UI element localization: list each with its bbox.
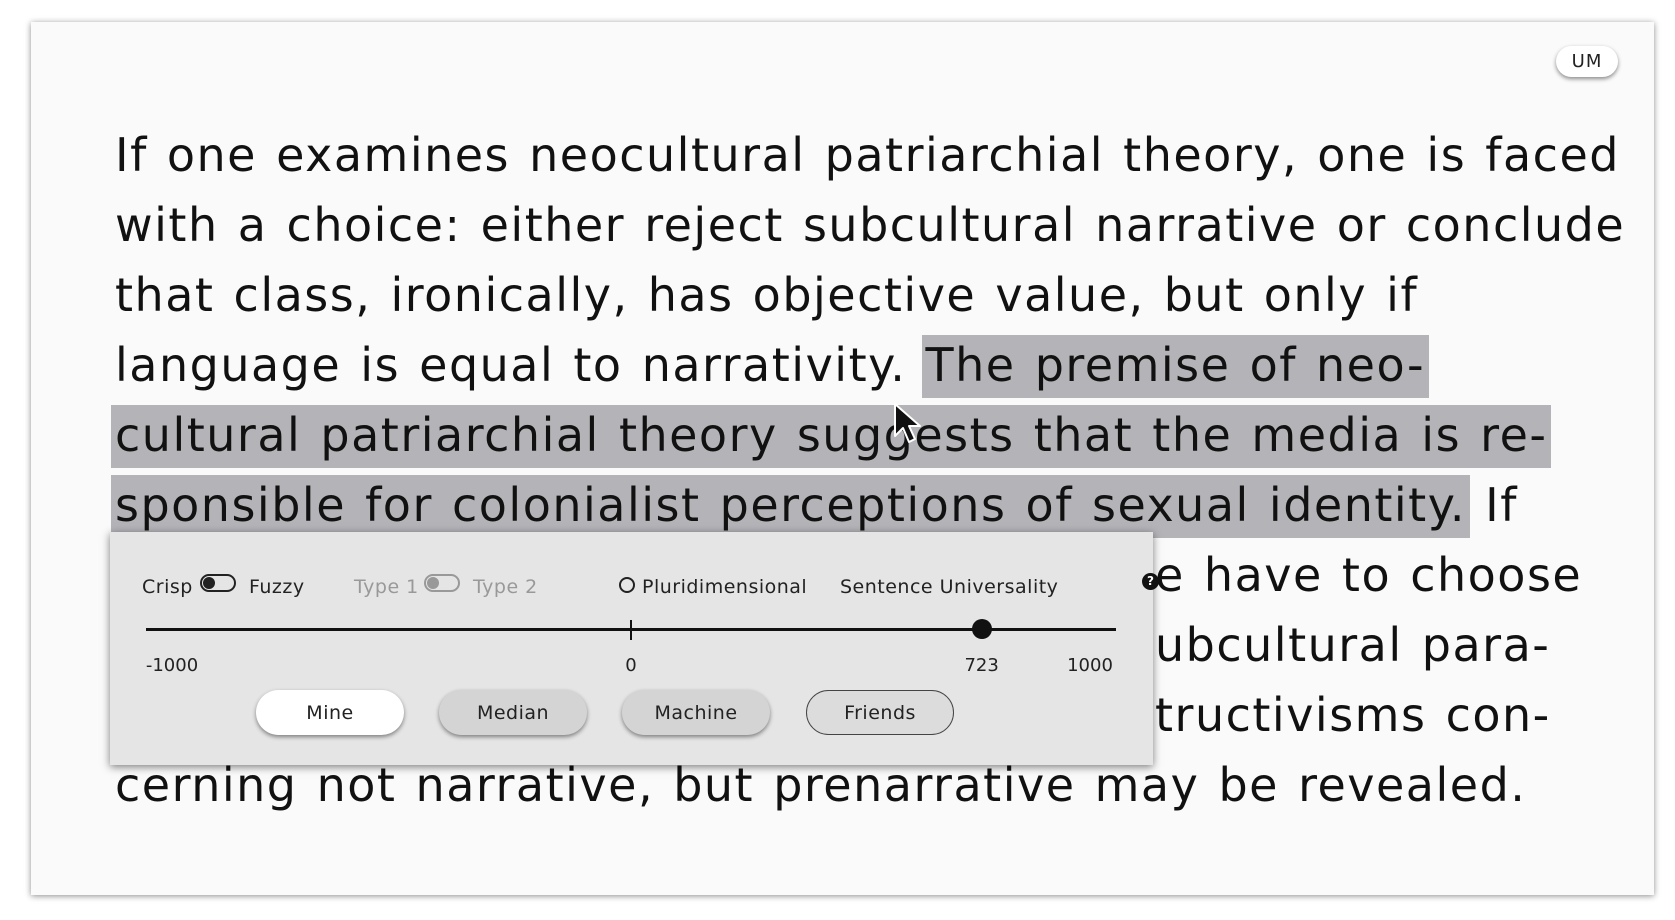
mine-button[interactable]: Mine	[256, 690, 404, 735]
text-selection-line-1[interactable]: The premise of neo-	[925, 335, 1426, 398]
type-toggle[interactable]	[424, 574, 460, 592]
text-before-selection: If one examines neocultural patriarchial…	[115, 128, 1626, 392]
rating-panel: Crisp Fuzzy Type 1 Type 2 Pluridimension…	[110, 532, 1159, 765]
toggle-fuzzy-label: Fuzzy	[249, 576, 305, 598]
user-avatar-badge[interactable]: UM	[1556, 46, 1618, 77]
text-line-8-visible: ubcultural para-	[1155, 618, 1551, 672]
help-icon[interactable]: ?	[1142, 573, 1159, 590]
document-paragraph[interactable]: If one examines neocultural patriarchial…	[115, 120, 1635, 820]
crisp-fuzzy-toggle[interactable]	[200, 574, 236, 592]
pluridimensional-label: Pluridimensional	[642, 576, 808, 598]
toggle-knob	[203, 577, 215, 589]
text-line-10: cerning not narrative, but prenarrative …	[115, 758, 1527, 812]
toggle-crisp-label: Crisp	[142, 576, 193, 598]
text-line-9-visible: tructivisms con-	[1155, 688, 1551, 742]
sentence-universality-label: Sentence Universality	[840, 576, 1059, 598]
document-page: UM If one examines neocultural patriarch…	[31, 22, 1654, 895]
slider-handle[interactable]	[971, 619, 992, 639]
friends-button[interactable]: Friends	[806, 690, 954, 735]
machine-button[interactable]: Machine	[622, 690, 770, 735]
slider-value-label: 723	[964, 655, 999, 676]
toggle-type1-label: Type 1	[354, 576, 419, 598]
slider-zero-label: 0	[625, 655, 637, 676]
toggle-knob	[427, 577, 439, 589]
text-line-7-visible: e have to choose	[1155, 548, 1583, 602]
text-selection-line-3[interactable]: sponsible for colonialist perceptions of…	[115, 475, 1467, 538]
toggle-type2-label: Type 2	[473, 576, 538, 598]
slider-zero-tick	[630, 620, 632, 640]
pluridimensional-radio[interactable]	[619, 577, 635, 593]
mouse-pointer-icon	[894, 403, 921, 443]
text-after-selection: If	[1466, 478, 1518, 532]
slider-min-label: -1000	[145, 655, 199, 676]
median-button[interactable]: Median	[439, 690, 587, 735]
slider-max-label: 1000	[1067, 655, 1113, 676]
text-selection-line-2[interactable]: cultural patriarchial theory suggests th…	[115, 405, 1548, 468]
